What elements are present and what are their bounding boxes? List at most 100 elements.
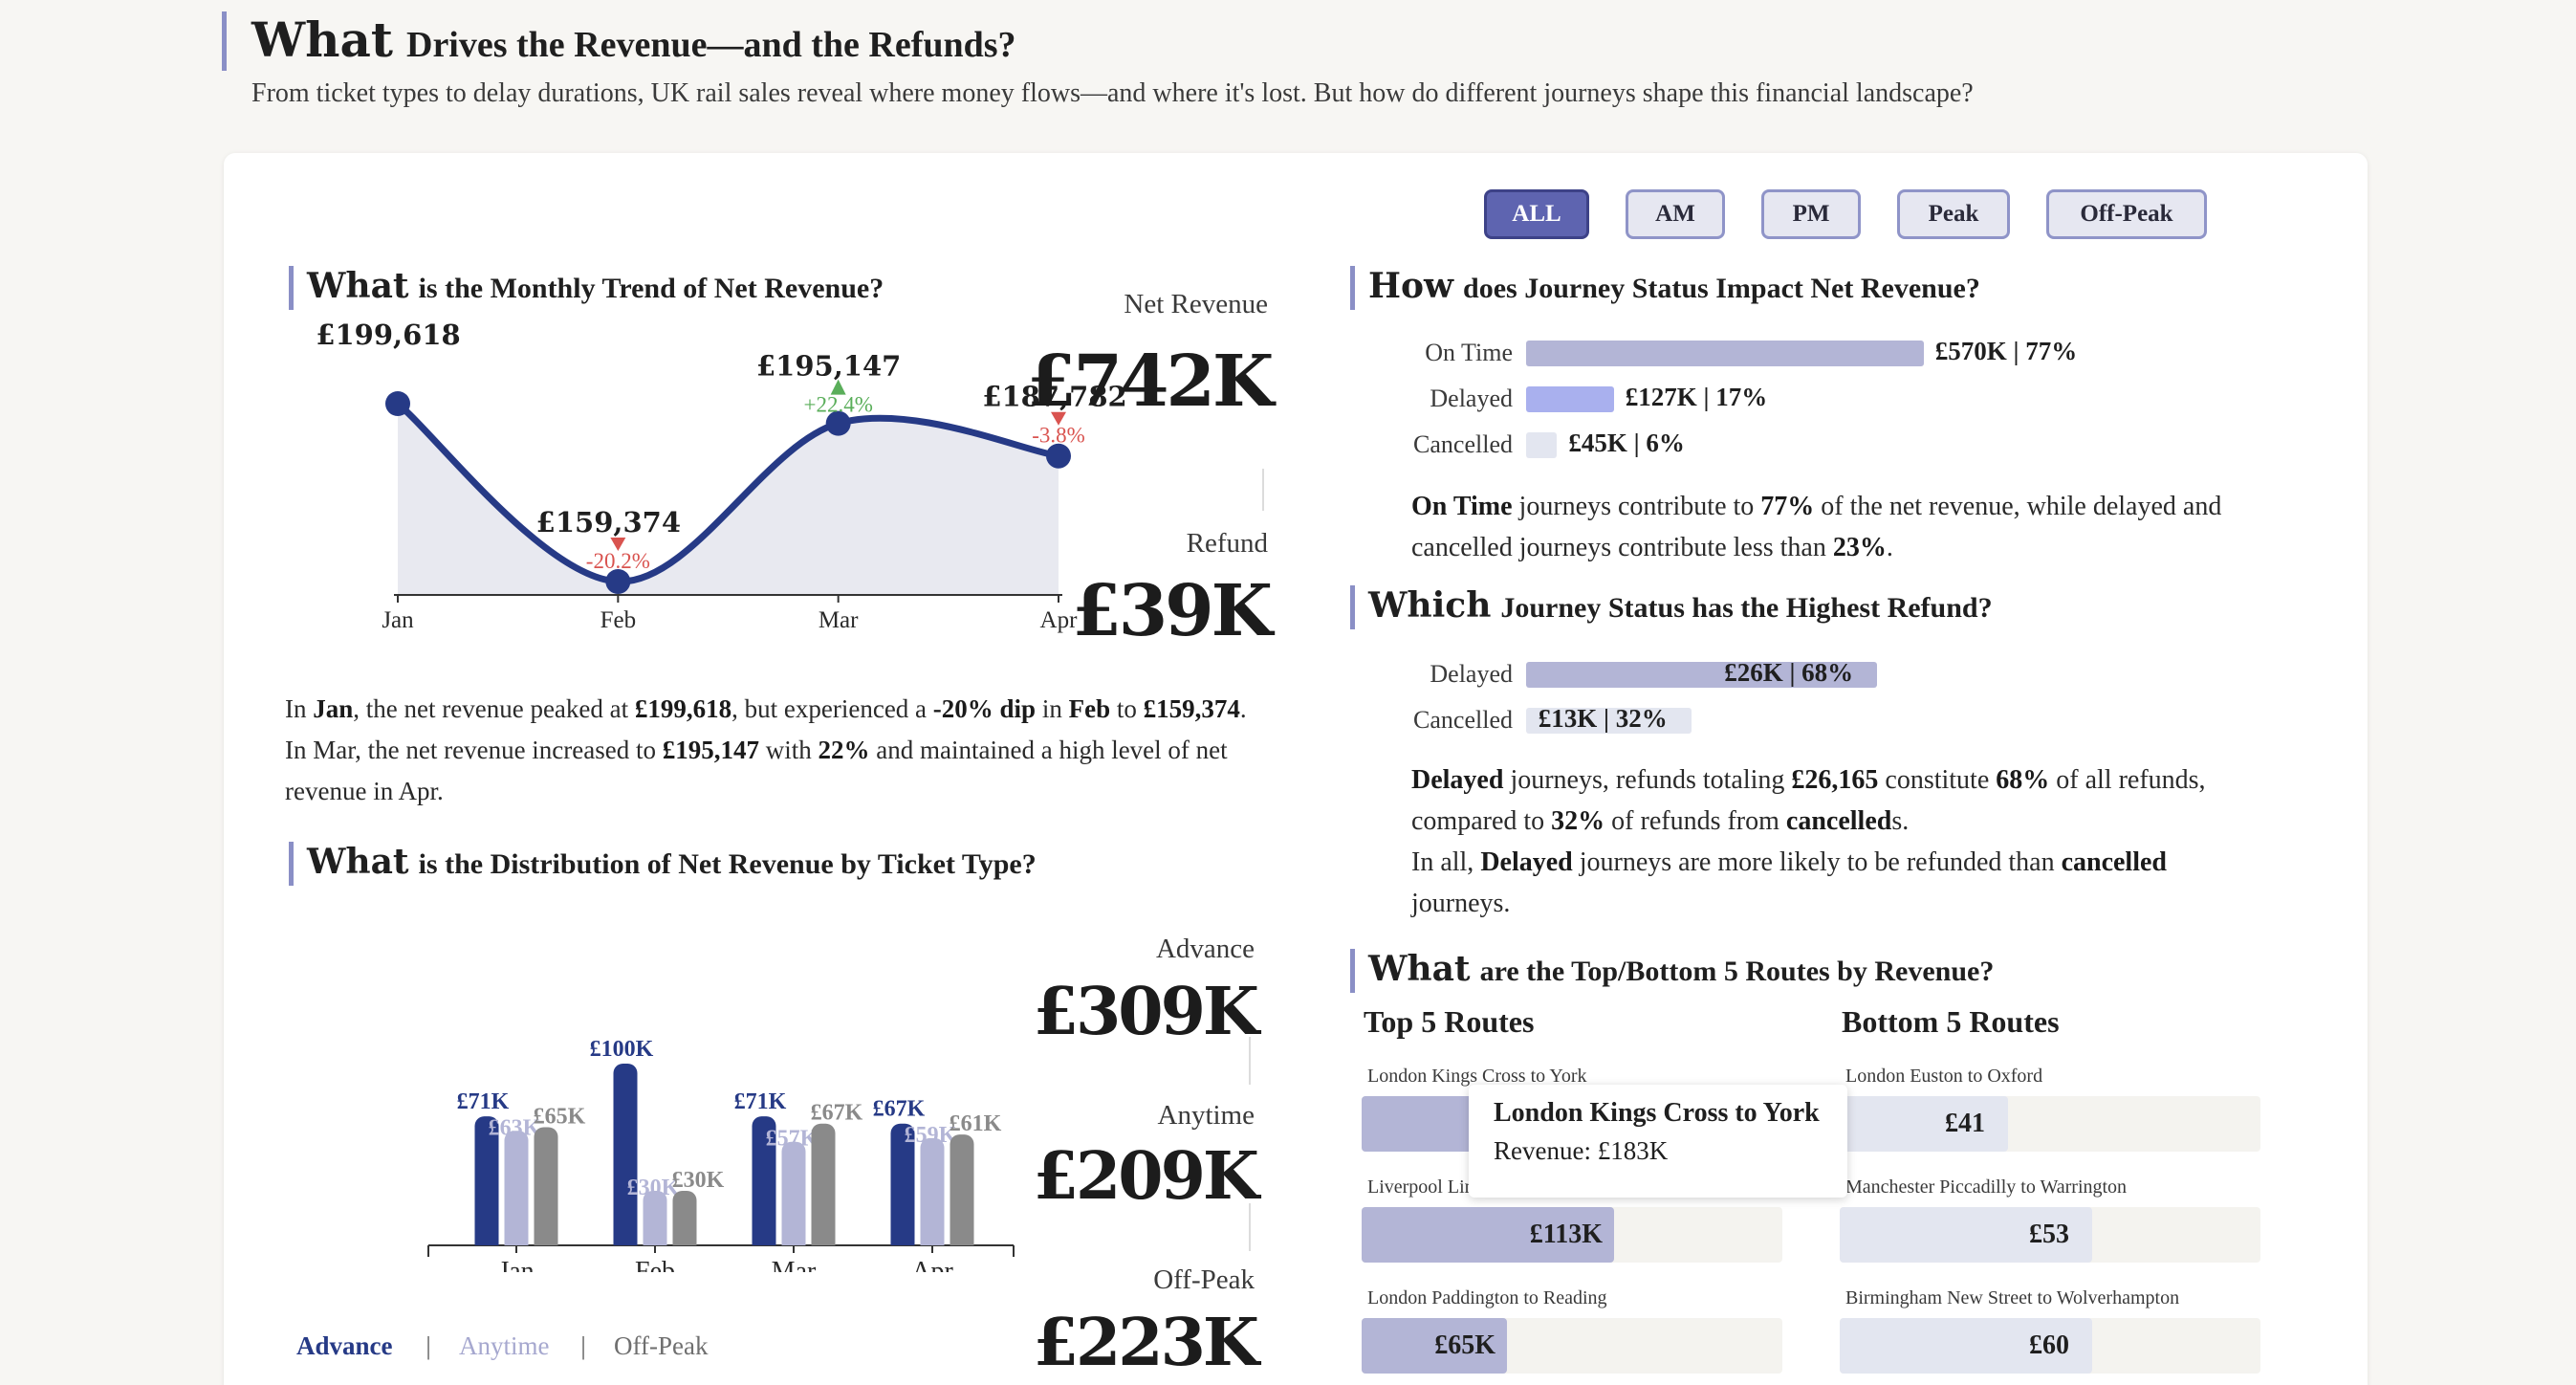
legend-divider: | xyxy=(425,1333,433,1360)
ticket-bar-anytime[interactable] xyxy=(504,1131,529,1245)
ticket-bar-base xyxy=(504,1236,529,1245)
filter-am-button[interactable]: AM xyxy=(1626,189,1725,239)
trend-point[interactable] xyxy=(1046,443,1071,469)
ticket-bar-offpeak[interactable] xyxy=(534,1127,558,1246)
bottom-route-track: £60 xyxy=(1840,1318,2260,1374)
status-bar-ontime[interactable] xyxy=(1526,341,1924,366)
ticket-bar-offpeak[interactable] xyxy=(672,1191,697,1245)
ticket-bar-base xyxy=(890,1236,915,1245)
ticket-bar-label: £67K xyxy=(811,1101,863,1126)
status-label-delayed: Delayed xyxy=(1430,385,1513,412)
top-route-bar[interactable] xyxy=(1362,1207,1614,1263)
change-up-icon xyxy=(830,379,846,395)
change-down-icon xyxy=(610,538,626,551)
ticket-bar-label: £30K xyxy=(672,1168,725,1193)
ticket-bar-advance[interactable] xyxy=(474,1116,499,1245)
trend-title: is the Monthly Trend of Net Revenue? xyxy=(418,273,884,304)
refund-value-cancelled: £13K | 32% xyxy=(1538,704,1668,733)
refund-label-delayed: Delayed xyxy=(1430,660,1513,688)
trend-point[interactable] xyxy=(605,569,631,594)
ticket-bar-anytime[interactable] xyxy=(920,1137,945,1245)
status-label-cancelled: Cancelled xyxy=(1413,430,1513,458)
status-bar-cancelled[interactable] xyxy=(1526,432,1558,458)
ticket-bar-advance[interactable] xyxy=(752,1116,776,1245)
kpi-divider xyxy=(1262,469,1264,511)
ticket-bar-anytime[interactable] xyxy=(643,1191,667,1245)
ticket-title: is the Distribution of Net Revenue by Ti… xyxy=(418,848,1037,880)
trend-point[interactable] xyxy=(825,410,851,436)
bottom-routes-title: Bottom 5 Routes xyxy=(1842,1004,2060,1039)
top-route-track: £65K xyxy=(1362,1318,1782,1374)
ticket-x-label: Apr xyxy=(911,1257,953,1272)
ticket-bar-base xyxy=(534,1236,558,1245)
refund-bar-cancelled[interactable] xyxy=(1526,708,1692,734)
ticket-bar-label: £57K xyxy=(766,1127,819,1152)
bottom-route-name: London Euston to Oxford xyxy=(1845,1066,2043,1087)
top-route-bar[interactable] xyxy=(1362,1318,1507,1374)
status-bar-delayed[interactable] xyxy=(1526,386,1614,412)
trend-x-label: Jan xyxy=(382,607,414,633)
trend-change-label: -20.2% xyxy=(586,549,650,573)
status-value-cancelled: £45K | 6% xyxy=(1568,429,1685,457)
bottom-route-track: £53 xyxy=(1840,1207,2260,1263)
filter-pm-button[interactable]: PM xyxy=(1761,189,1861,239)
ticket-bar-label: £63K xyxy=(489,1115,541,1140)
ticket-bar-base xyxy=(920,1236,945,1245)
refund-bar-delayed[interactable] xyxy=(1526,662,1878,688)
trend-line xyxy=(395,401,1059,585)
trend-section-title: What is the Monthly Trend of Net Revenue? xyxy=(289,266,884,310)
refund-title: Journey Status has the Highest Refund? xyxy=(1500,592,1993,624)
trend-title-bold: What xyxy=(307,266,409,306)
trend-area xyxy=(398,404,1059,595)
refund-value-delayed: £26K | 68% xyxy=(1724,658,1854,687)
bottom-route-bar[interactable] xyxy=(1840,1207,2092,1263)
trend-change-label: +22.4% xyxy=(803,393,872,417)
trend-x-label: Mar xyxy=(819,607,859,633)
refund-value: £39K xyxy=(1072,570,1273,652)
bottom-route-name: Birmingham New Street to Wolverhampton xyxy=(1845,1287,2180,1308)
kpi-divider xyxy=(1249,1037,1251,1085)
status-description: On Time journeys contribute to 77% of th… xyxy=(1411,492,2222,562)
status-section-title: How does Journey Status Impact Net Revenu… xyxy=(1350,266,1980,310)
top-route-name: London Paddington to Reading xyxy=(1367,1287,1607,1308)
trend-point[interactable] xyxy=(385,391,410,416)
refund-section-title: Which Journey Status has the Highest Refu… xyxy=(1350,585,1993,629)
filter-peak-button[interactable]: Peak xyxy=(1897,189,2010,239)
tooltip-title: London Kings Cross to York xyxy=(1494,1098,1820,1128)
trend-point-label: £159,374 xyxy=(536,506,681,539)
ticket-bar-advance[interactable] xyxy=(890,1123,915,1245)
ticket-bar-base xyxy=(781,1236,806,1245)
kpi-divider xyxy=(1249,1203,1251,1251)
ticket-bar-base xyxy=(643,1236,667,1245)
status-value-ontime: £570K | 77% xyxy=(1934,337,2078,365)
status-label-ontime: On Time xyxy=(1425,339,1513,366)
ticket-bar-label: £100K xyxy=(590,1037,654,1062)
ticket-bar-offpeak[interactable] xyxy=(811,1123,836,1245)
legend-offpeak[interactable]: Off-Peak xyxy=(614,1331,709,1360)
routes-section-title: What are the Top/Bottom 5 Routes by Reven… xyxy=(1350,949,1994,993)
ticket-title-bold: What xyxy=(307,842,409,882)
ticket-bar-advance[interactable] xyxy=(613,1064,638,1245)
trend-point-label: £195,147 xyxy=(756,350,901,383)
bottom-route-name: Manchester Piccadilly to Warrington xyxy=(1845,1176,2128,1198)
top-routes-title: Top 5 Routes xyxy=(1364,1004,1535,1039)
net-revenue-value: £742K xyxy=(1027,341,1274,423)
anytime-kpi-label: Anytime xyxy=(1157,1100,1255,1131)
filter-offpeak-button[interactable]: Off-Peak xyxy=(2046,189,2207,239)
refund-description: Delayed journeys, refunds totaling £26,1… xyxy=(1411,765,2206,918)
bottom-route-bar[interactable] xyxy=(1840,1096,2008,1152)
trend-x-label: Feb xyxy=(600,607,637,633)
advance-kpi-value: £309K xyxy=(1033,974,1259,1050)
bottom-route-value: £60 xyxy=(2029,1330,2069,1360)
filter-all-button[interactable]: ALL xyxy=(1484,189,1589,239)
ticket-bar-base xyxy=(811,1236,836,1245)
ticket-bar-label: £61K xyxy=(950,1111,1002,1136)
top-route-name: London Kings Cross to York xyxy=(1367,1066,1587,1087)
legend-anytime[interactable]: Anytime xyxy=(459,1331,550,1360)
bottom-route-value: £53 xyxy=(2029,1220,2069,1249)
ticket-bar-offpeak[interactable] xyxy=(950,1134,974,1245)
legend-advance[interactable]: Advance xyxy=(296,1331,393,1360)
page-title-bold: What xyxy=(251,11,393,68)
bottom-route-bar[interactable] xyxy=(1840,1318,2092,1374)
ticket-bar-anytime[interactable] xyxy=(781,1141,806,1245)
